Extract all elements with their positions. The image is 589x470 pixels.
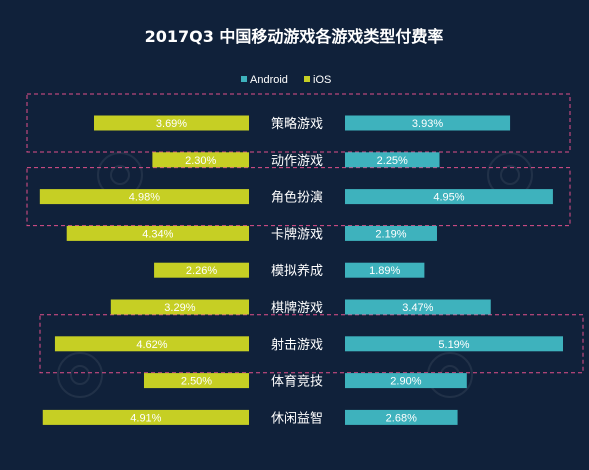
category-label: 体育竞技	[271, 374, 323, 390]
bar-label-ios: 4.62%	[136, 339, 167, 351]
bar-label-ios: 4.34%	[142, 228, 173, 240]
category-label: 卡牌游戏	[271, 226, 323, 242]
highlight-box	[26, 167, 571, 227]
bar-label-ios: 2.30%	[185, 155, 216, 167]
bar-android	[345, 336, 563, 352]
highlight-boxes	[26, 93, 584, 374]
bar-label-android: 1.89%	[369, 265, 400, 277]
bar-ios	[94, 115, 249, 131]
bar-ios	[42, 409, 249, 425]
bar-label-android: 3.47%	[402, 302, 433, 314]
bar-label-ios: 4.91%	[130, 412, 161, 424]
bar-label-android: 4.95%	[433, 192, 464, 204]
category-label: 策略游戏	[271, 116, 323, 132]
bar-label-ios: 3.29%	[164, 302, 195, 314]
bar-android	[345, 225, 437, 241]
bar-android	[345, 189, 553, 205]
bar-android	[345, 115, 511, 131]
legend: Android iOS	[241, 74, 331, 86]
legend-swatch-android	[241, 76, 247, 82]
category-label: 棋牌游戏	[271, 300, 323, 316]
bar-label-android: 2.25%	[377, 155, 408, 167]
legend-swatch-ios	[304, 76, 310, 82]
bar-ios	[54, 336, 249, 352]
highlight-box	[39, 314, 584, 374]
category-label: 休闲益智	[271, 411, 323, 426]
bar-android	[345, 299, 491, 315]
category-label: 动作游戏	[271, 154, 323, 169]
bar-ios	[66, 225, 249, 241]
bars: 3.69% 3.93% 策略游戏 2.30% 2.25% 动作游戏 4.98% 4.95% 角色…	[39, 115, 563, 426]
bar-label-ios: 3.69%	[156, 118, 187, 130]
bar-label-ios: 2.26%	[186, 265, 217, 277]
legend-label-ios: iOS	[313, 74, 331, 86]
highlight-box	[26, 93, 571, 153]
bar-ios	[39, 189, 250, 205]
bar-ios	[152, 152, 249, 168]
bar-android	[345, 373, 467, 389]
bar-ios	[154, 262, 249, 278]
bar-android	[345, 152, 440, 168]
legend-label-android: Android	[250, 74, 288, 86]
bar-android	[345, 262, 425, 278]
bar-label-ios: 4.98%	[129, 192, 160, 204]
chart-title: 2017Q3 中国移动游戏各游戏类型付费率	[145, 27, 444, 46]
bar-ios	[110, 299, 250, 315]
bar-label-android: 5.19%	[438, 339, 469, 351]
bar-ios	[143, 373, 249, 389]
bar-label-ios: 2.50%	[181, 376, 212, 388]
category-label: 角色扮演	[271, 190, 323, 206]
bar-android	[345, 409, 458, 425]
bar-label-android: 2.90%	[390, 376, 421, 388]
bar-label-android: 3.93%	[412, 118, 443, 130]
category-label: 射击游戏	[271, 337, 323, 353]
category-label: 模拟养成	[271, 263, 323, 279]
bar-label-android: 2.19%	[375, 228, 406, 240]
bar-label-android: 2.68%	[386, 412, 417, 424]
